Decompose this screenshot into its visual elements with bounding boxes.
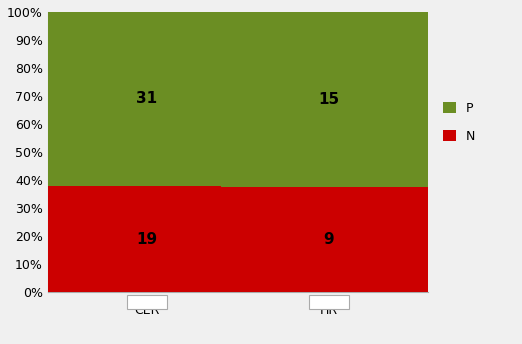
Legend: P, N: P, N: [438, 97, 480, 148]
Bar: [127, 295, 167, 309]
Bar: [309, 295, 349, 309]
Text: 31: 31: [136, 92, 158, 106]
Bar: [40, 186, 254, 292]
Bar: [40, 12, 254, 186]
Text: 9: 9: [324, 232, 334, 247]
Text: 19: 19: [136, 232, 158, 247]
Bar: [221, 187, 436, 292]
Bar: [221, 12, 436, 187]
Text: 15: 15: [318, 92, 339, 107]
